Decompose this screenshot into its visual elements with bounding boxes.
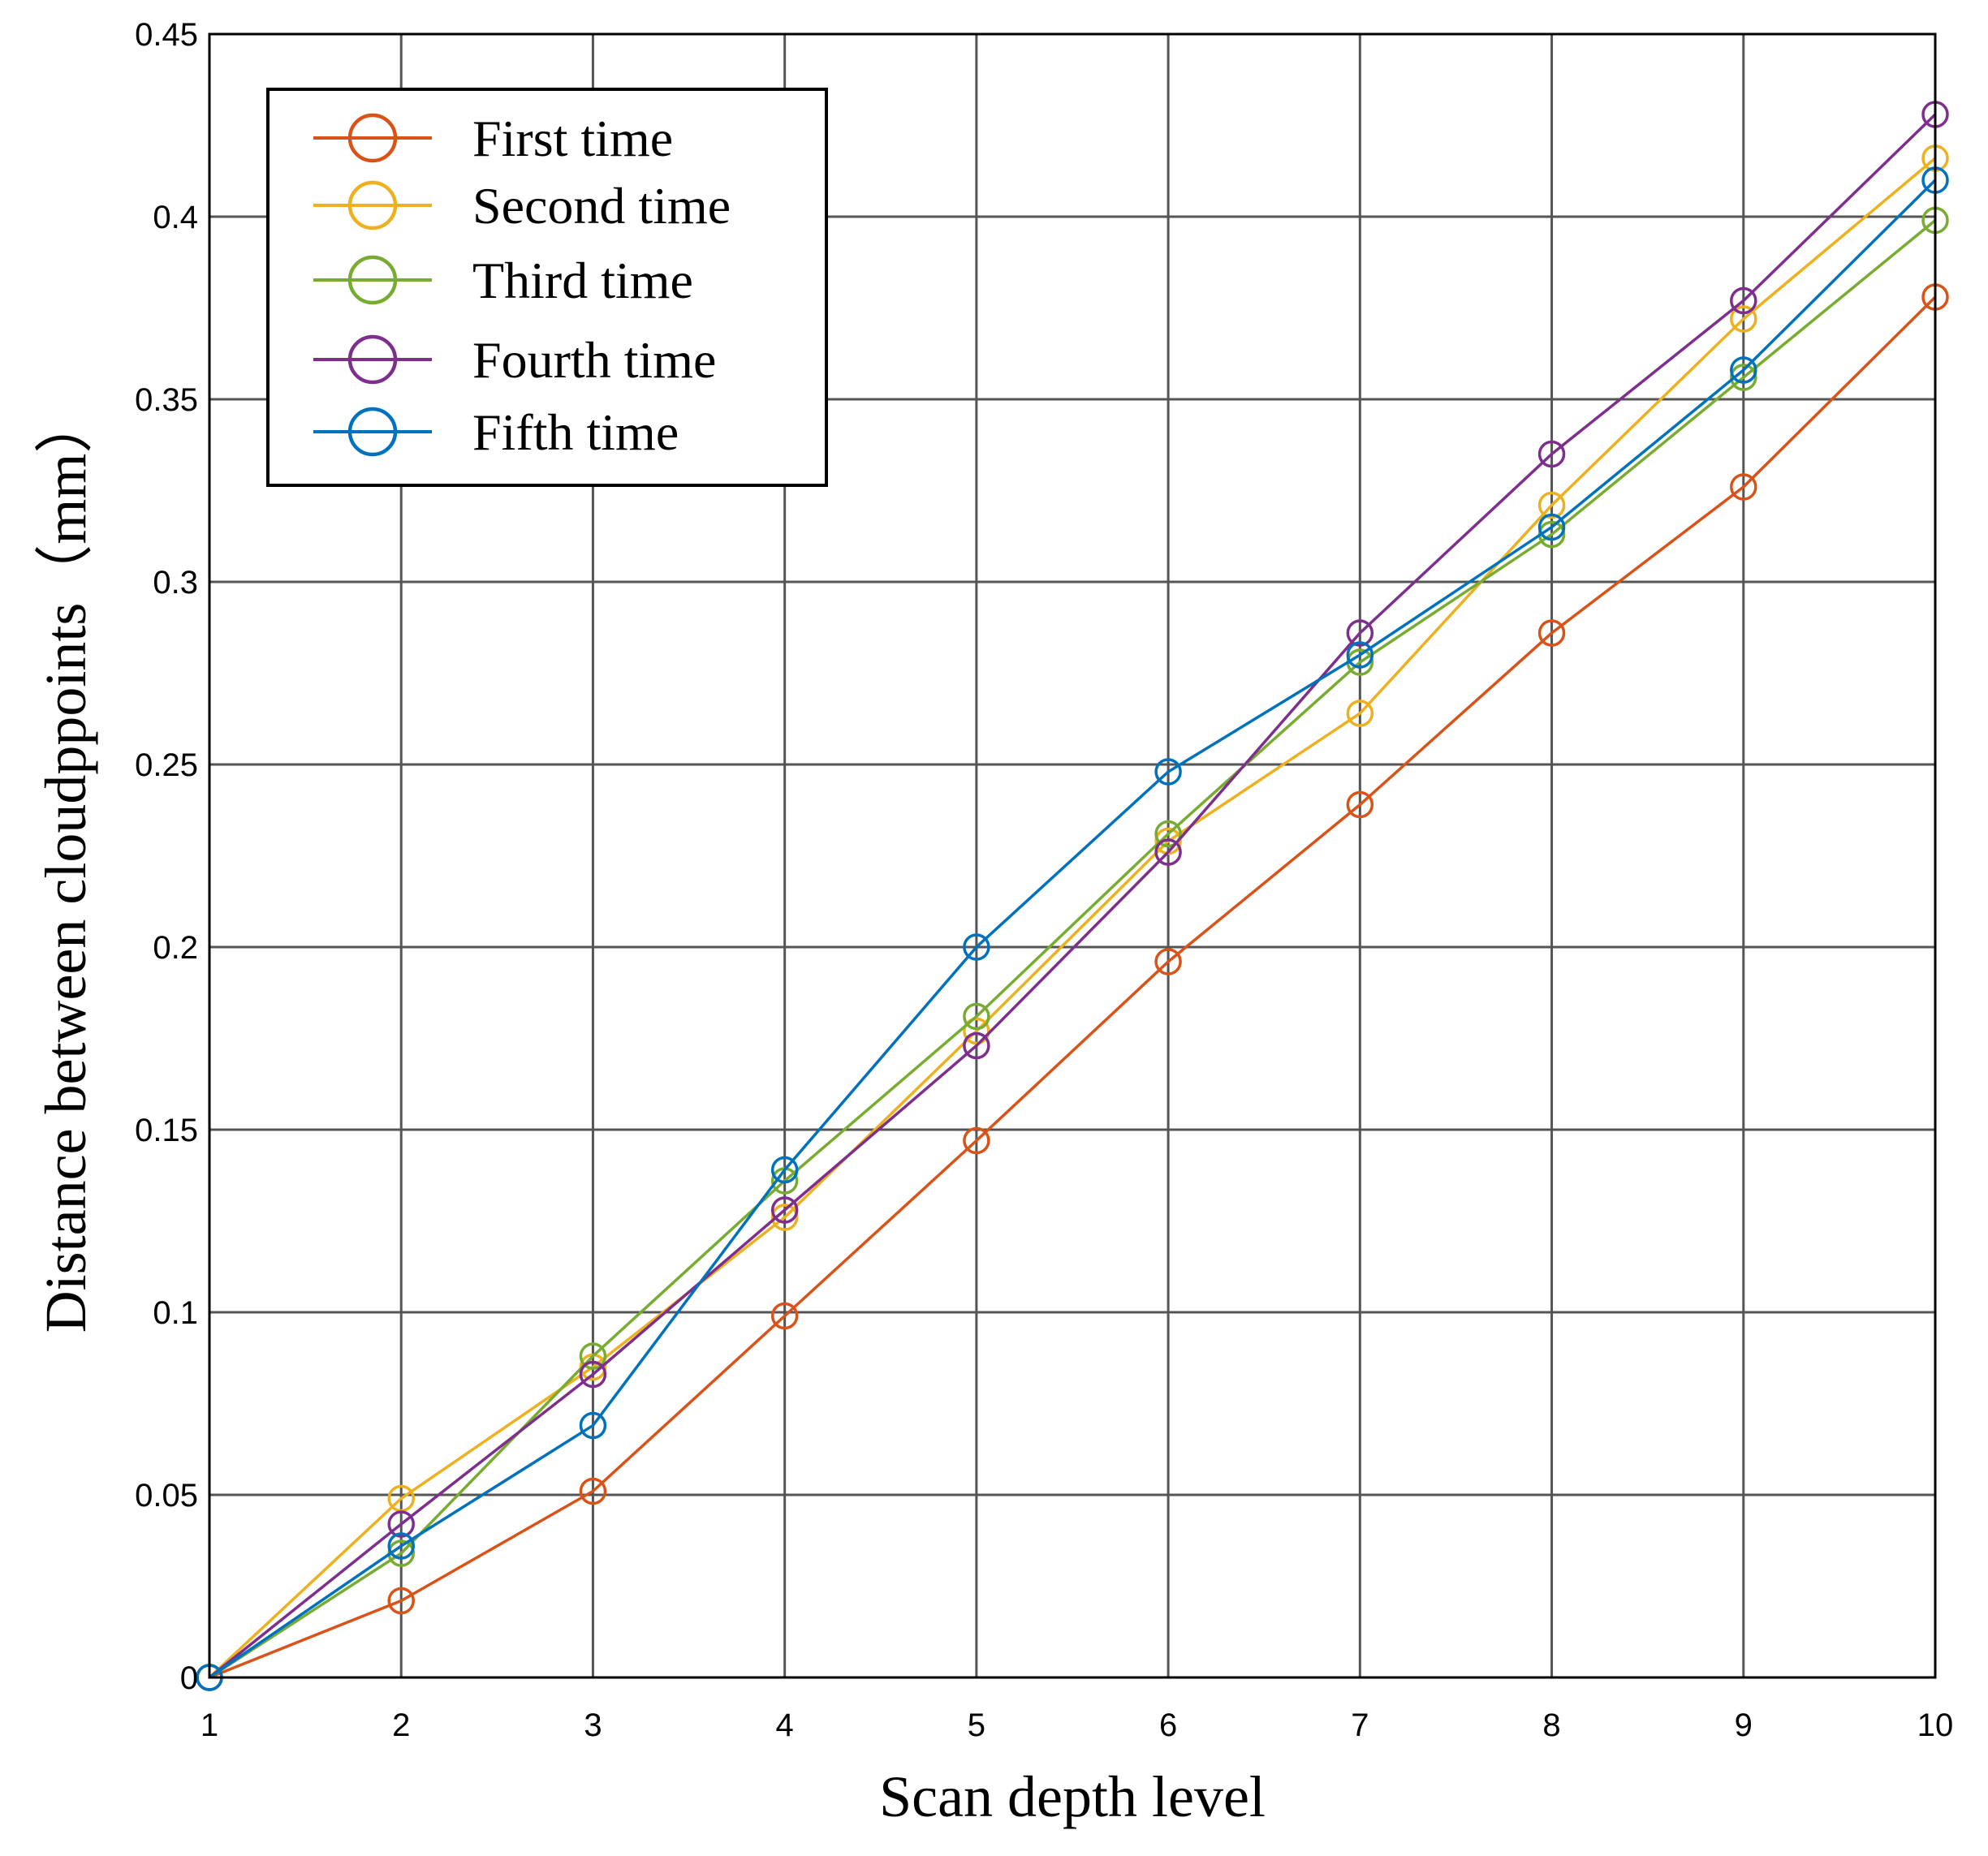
x-tick-label: 5 — [968, 1707, 985, 1743]
y-tick-label: 0 — [180, 1660, 198, 1696]
x-tick-label: 1 — [201, 1707, 218, 1743]
data-point-marker — [963, 933, 990, 961]
y-tick-label: 0.15 — [135, 1113, 198, 1148]
x-tick-labels: 1 2 3 4 5 6 7 8 9 10 — [201, 1707, 1953, 1743]
data-point-marker — [1346, 641, 1374, 669]
series-line — [209, 295, 1937, 1679]
plot-frame — [208, 32, 1937, 1679]
legend-marker-swatch — [347, 180, 398, 230]
data-point-marker — [1346, 790, 1374, 819]
series-line — [209, 179, 1937, 1679]
legend: First time Second time Third time Fourth ti… — [266, 88, 828, 487]
data-point-marker — [770, 1302, 799, 1330]
data-point-marker — [387, 1510, 415, 1538]
x-tick-label: 2 — [392, 1707, 410, 1743]
legend-item: Third time — [313, 252, 693, 309]
legend-item: First time — [313, 110, 673, 167]
x-axis-title: Scan depth level — [879, 1764, 1266, 1829]
y-tick-label: 0.3 — [153, 565, 198, 601]
data-point-marker — [579, 1477, 607, 1505]
data-point-marker — [1346, 700, 1374, 727]
legend-label: Second time — [472, 177, 731, 235]
data-point-marker — [387, 1587, 415, 1615]
legend-marker-swatch — [347, 113, 398, 163]
y-tick-label: 0.2 — [153, 930, 198, 966]
legend-marker-swatch — [347, 407, 398, 457]
data-point-marker — [1154, 820, 1182, 848]
data-point-marker — [1537, 491, 1566, 519]
data-point-marker — [770, 1196, 799, 1224]
y-axis-title: Distance between cloudppoints（mm） — [33, 395, 98, 1333]
data-point-marker — [963, 1031, 990, 1060]
data-point-marker — [1730, 364, 1757, 391]
x-tick-label: 9 — [1735, 1707, 1753, 1743]
data-point-marker — [963, 1126, 990, 1155]
y-tick-label: 0.4 — [153, 200, 198, 235]
y-tick-label: 0.05 — [135, 1478, 198, 1514]
data-point-marker — [963, 1017, 990, 1045]
legend-label: Fourth time — [472, 331, 716, 389]
data-point-marker — [579, 1360, 607, 1389]
series-line — [208, 113, 1937, 1679]
y-tick-label: 0.35 — [135, 382, 198, 418]
legend-item: Second time — [313, 177, 731, 235]
series-3 — [196, 206, 1949, 1691]
x-tick-label: 6 — [1159, 1707, 1177, 1743]
series-layer — [196, 101, 1949, 1691]
data-point-marker — [1537, 619, 1566, 647]
legend-box — [266, 88, 828, 487]
legend-label: Fifth time — [472, 403, 679, 461]
series-5 — [196, 166, 1949, 1691]
data-point-marker — [1537, 513, 1566, 541]
data-point-marker — [1154, 758, 1182, 786]
data-point-marker — [1346, 619, 1374, 647]
legend-marker-swatch — [347, 255, 398, 305]
legend-label: First time — [472, 110, 673, 167]
data-point-marker — [579, 1342, 607, 1370]
data-point-marker — [387, 1532, 415, 1560]
series-line — [209, 219, 1937, 1679]
legend-label: Third time — [472, 252, 693, 309]
data-point-marker — [770, 1204, 799, 1231]
y-tick-label: 0.25 — [135, 747, 198, 783]
legend-item: Fifth time — [313, 403, 679, 461]
data-point-marker — [1154, 948, 1182, 975]
data-point-marker — [1154, 838, 1182, 866]
y-tick-labels: 0 0.05 0.1 0.15 0.2 0.25 0.3 0.35 0.4 0.45 — [135, 17, 198, 1696]
x-tick-label: 3 — [584, 1707, 602, 1743]
series-line — [208, 157, 1937, 1679]
x-tick-label: 4 — [776, 1707, 794, 1743]
data-point-marker — [1730, 286, 1757, 315]
x-tick-label: 8 — [1542, 1707, 1560, 1743]
data-point-marker — [1730, 473, 1757, 501]
data-point-marker — [770, 1156, 799, 1184]
legend-item: Fourth time — [313, 331, 716, 389]
data-point-marker — [1730, 356, 1757, 384]
data-point-marker — [579, 1411, 607, 1440]
y-tick-label: 0.45 — [135, 17, 198, 53]
data-point-marker — [963, 1002, 990, 1031]
x-tick-label: 10 — [1917, 1707, 1954, 1743]
x-tick-label: 7 — [1351, 1707, 1369, 1743]
y-tick-label: 0.1 — [153, 1295, 198, 1331]
legend-marker-swatch — [347, 334, 398, 385]
data-point-marker — [1537, 440, 1566, 468]
data-point-marker — [1730, 305, 1757, 333]
